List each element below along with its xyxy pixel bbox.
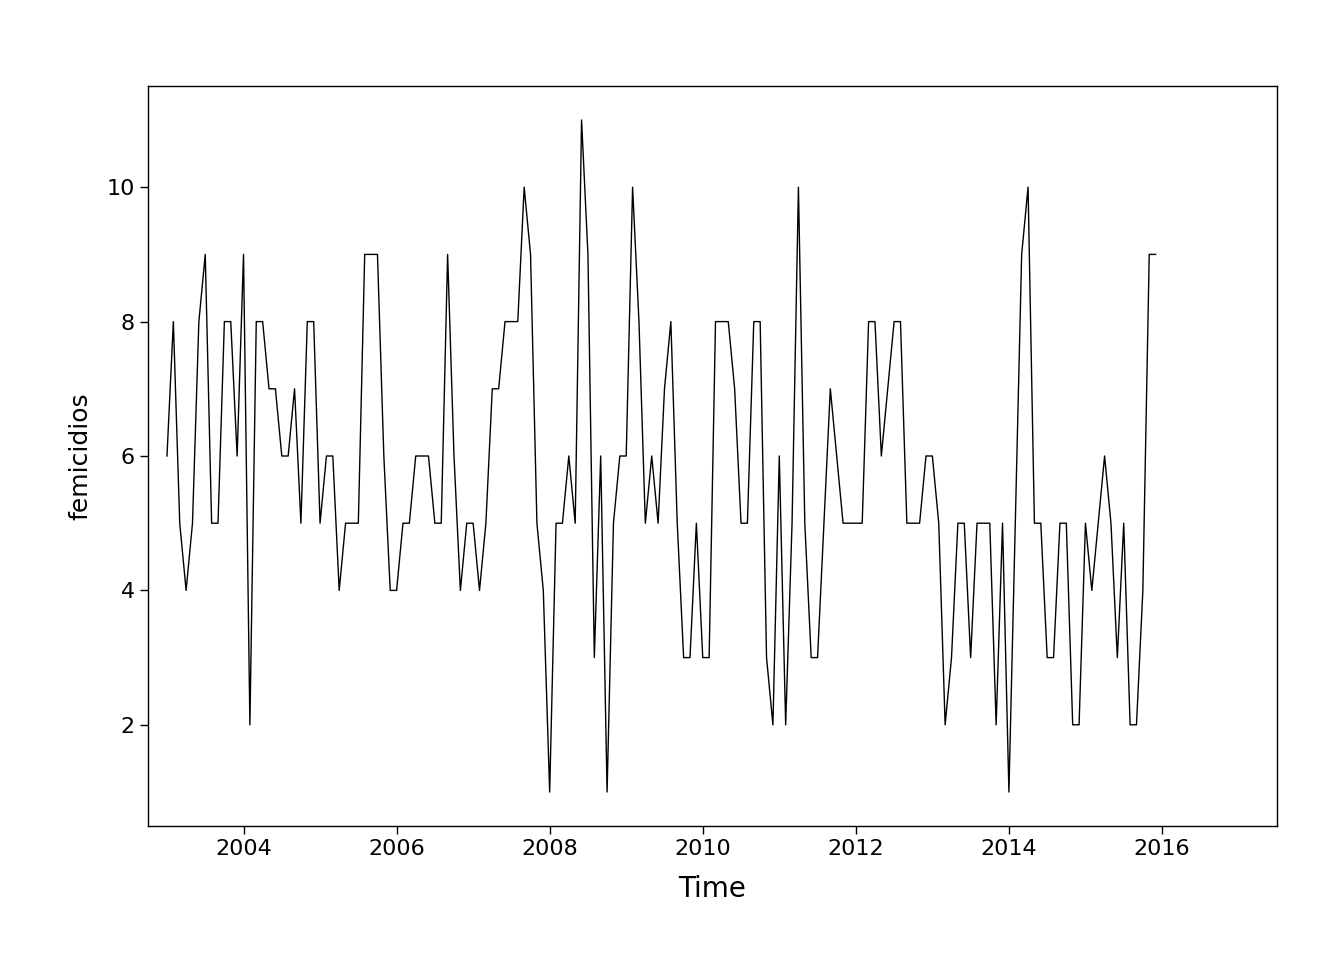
Y-axis label: femicidios: femicidios bbox=[69, 393, 93, 519]
X-axis label: Time: Time bbox=[679, 876, 746, 903]
